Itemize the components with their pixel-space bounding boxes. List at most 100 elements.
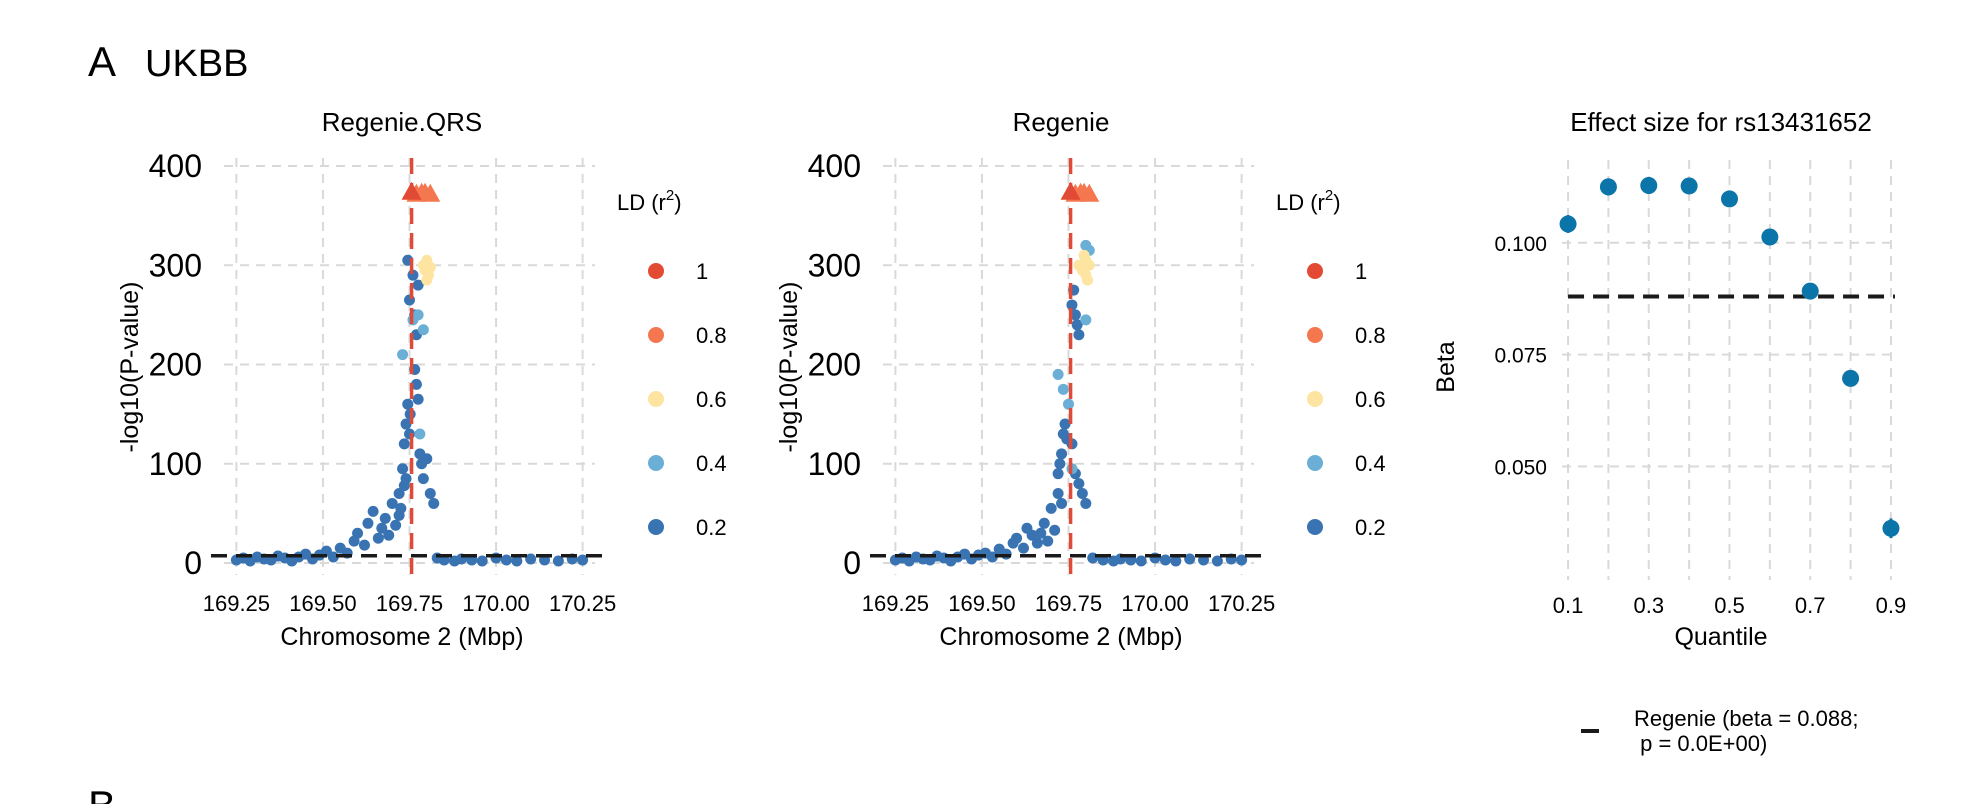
snp-point: [1073, 478, 1085, 490]
snp-point: [1080, 269, 1092, 281]
snp-point: [393, 488, 405, 500]
y-tick-label: 0.050: [1494, 457, 1547, 480]
x-tick-label: 0.1: [1553, 593, 1584, 618]
legend-label: 0.4: [1355, 451, 1386, 476]
legend-label: 0.6: [1355, 387, 1386, 412]
legend-label: 0.4: [696, 451, 727, 476]
beta-point: [1559, 215, 1577, 233]
x-tick-label: 169.25: [203, 591, 270, 616]
legend-label: 0.2: [1355, 515, 1386, 540]
legend-swatch: [648, 263, 664, 279]
lead-snp-triangle: [420, 183, 441, 202]
snp-point: [1236, 554, 1248, 566]
y-tick-label: 0: [843, 545, 861, 581]
y-axis-label: -log10(P-value): [116, 282, 144, 453]
snp-point: [428, 497, 440, 509]
plot-title: Regenie.QRS: [322, 107, 482, 137]
snp-point: [412, 309, 424, 321]
legend-swatch: [648, 391, 664, 407]
snp-point: [417, 324, 429, 336]
snp-point: [1059, 418, 1071, 430]
x-tick-label: 169.75: [1035, 591, 1102, 616]
snp-point: [500, 554, 512, 566]
x-tick-label: 169.25: [862, 591, 929, 616]
snp-point: [1057, 383, 1069, 395]
snp-point: [1026, 529, 1038, 541]
y-axis-label: Beta: [1432, 341, 1460, 393]
next-panel-letter: B: [88, 782, 116, 804]
x-tick-label: 0.7: [1795, 593, 1826, 618]
ld-legend-1: LD (r2) 1 0.8 0.6 0.4 0.2: [617, 187, 727, 540]
snp-point: [352, 527, 364, 539]
legend-swatch: [648, 455, 664, 471]
beta-point: [1599, 178, 1617, 196]
snp-point: [414, 428, 426, 440]
y-tick-label: 300: [808, 247, 861, 283]
legend-swatch: [1307, 263, 1323, 279]
manhattan-regenie: Regenie 0 100 200 300 400 169.25 169.50 169.75…: [775, 107, 1275, 651]
snp-point: [1052, 368, 1064, 380]
legend-swatch: [1307, 327, 1323, 343]
snp-point: [376, 522, 388, 534]
snp-point: [362, 517, 374, 529]
lead-snp-triangle: [1079, 183, 1100, 202]
snp-point: [417, 473, 429, 485]
snp-point: [1054, 458, 1066, 470]
snp-point: [1038, 517, 1050, 529]
plot-title: Regenie: [1013, 107, 1110, 137]
snp-point: [393, 509, 405, 521]
snp-point: [1031, 537, 1043, 549]
snp-point: [410, 378, 422, 390]
y-tick-label: 200: [149, 347, 202, 383]
y-tick-label: 0.100: [1494, 233, 1547, 256]
snp-point: [552, 555, 564, 567]
snp-point: [1052, 468, 1064, 480]
x-tick-label: 0.9: [1876, 593, 1907, 618]
snp-point: [412, 393, 424, 405]
x-tick-label: 0.5: [1714, 593, 1745, 618]
beta-point: [1882, 519, 1900, 537]
x-tick-label: 170.25: [549, 591, 616, 616]
beta-point: [1680, 177, 1698, 195]
snp-point: [424, 488, 436, 500]
manhattan-regenie-qrs: Regenie.QRS 0 100 200 300 400 169.25 169.50 16…: [116, 107, 616, 651]
y-tick-label: 300: [149, 247, 202, 283]
snp-point: [511, 555, 523, 567]
snp-point: [424, 261, 436, 273]
y-tick-label: 0: [184, 545, 202, 581]
snp-point: [1080, 314, 1092, 326]
beta-point: [1761, 228, 1779, 246]
snp-point: [525, 553, 537, 565]
y-tick-label: 200: [808, 347, 861, 383]
snp-point: [383, 529, 395, 541]
snp-point: [390, 519, 402, 531]
snp-point: [1159, 554, 1171, 566]
x-tick-label: 0.3: [1633, 593, 1664, 618]
x-axis-label: Chromosome 2 (Mbp): [939, 623, 1182, 651]
y-tick-label: 400: [149, 148, 202, 184]
y-tick-label: 0.075: [1494, 345, 1547, 368]
snp-point: [1017, 542, 1029, 554]
beta-legend: Regenie (beta = 0.088; p = 0.0E+00): [1581, 706, 1858, 756]
effect-size-plot: Effect size for rs13431652 0.050 0.075 0.1…: [1432, 107, 1906, 651]
snp-point: [397, 349, 409, 361]
legend-label: 1: [1355, 259, 1367, 284]
legend-line-1: Regenie (beta = 0.088;: [1634, 706, 1858, 731]
snp-point: [1066, 299, 1078, 311]
snp-point: [1170, 555, 1182, 567]
snp-point: [1069, 309, 1081, 321]
plot-title: Effect size for rs13431652: [1570, 107, 1872, 137]
beta-point: [1801, 282, 1819, 300]
snp-point: [1042, 535, 1054, 547]
panel-title: UKBB: [145, 43, 248, 85]
legend-swatch: [1307, 391, 1323, 407]
x-axis-label: Quantile: [1674, 623, 1767, 651]
snp-point: [397, 463, 409, 475]
snp-point: [398, 438, 410, 450]
snp-point: [404, 294, 415, 306]
snp-point: [398, 480, 410, 492]
legend-label: 0.8: [1355, 323, 1386, 348]
panel-letter: A: [88, 38, 116, 85]
